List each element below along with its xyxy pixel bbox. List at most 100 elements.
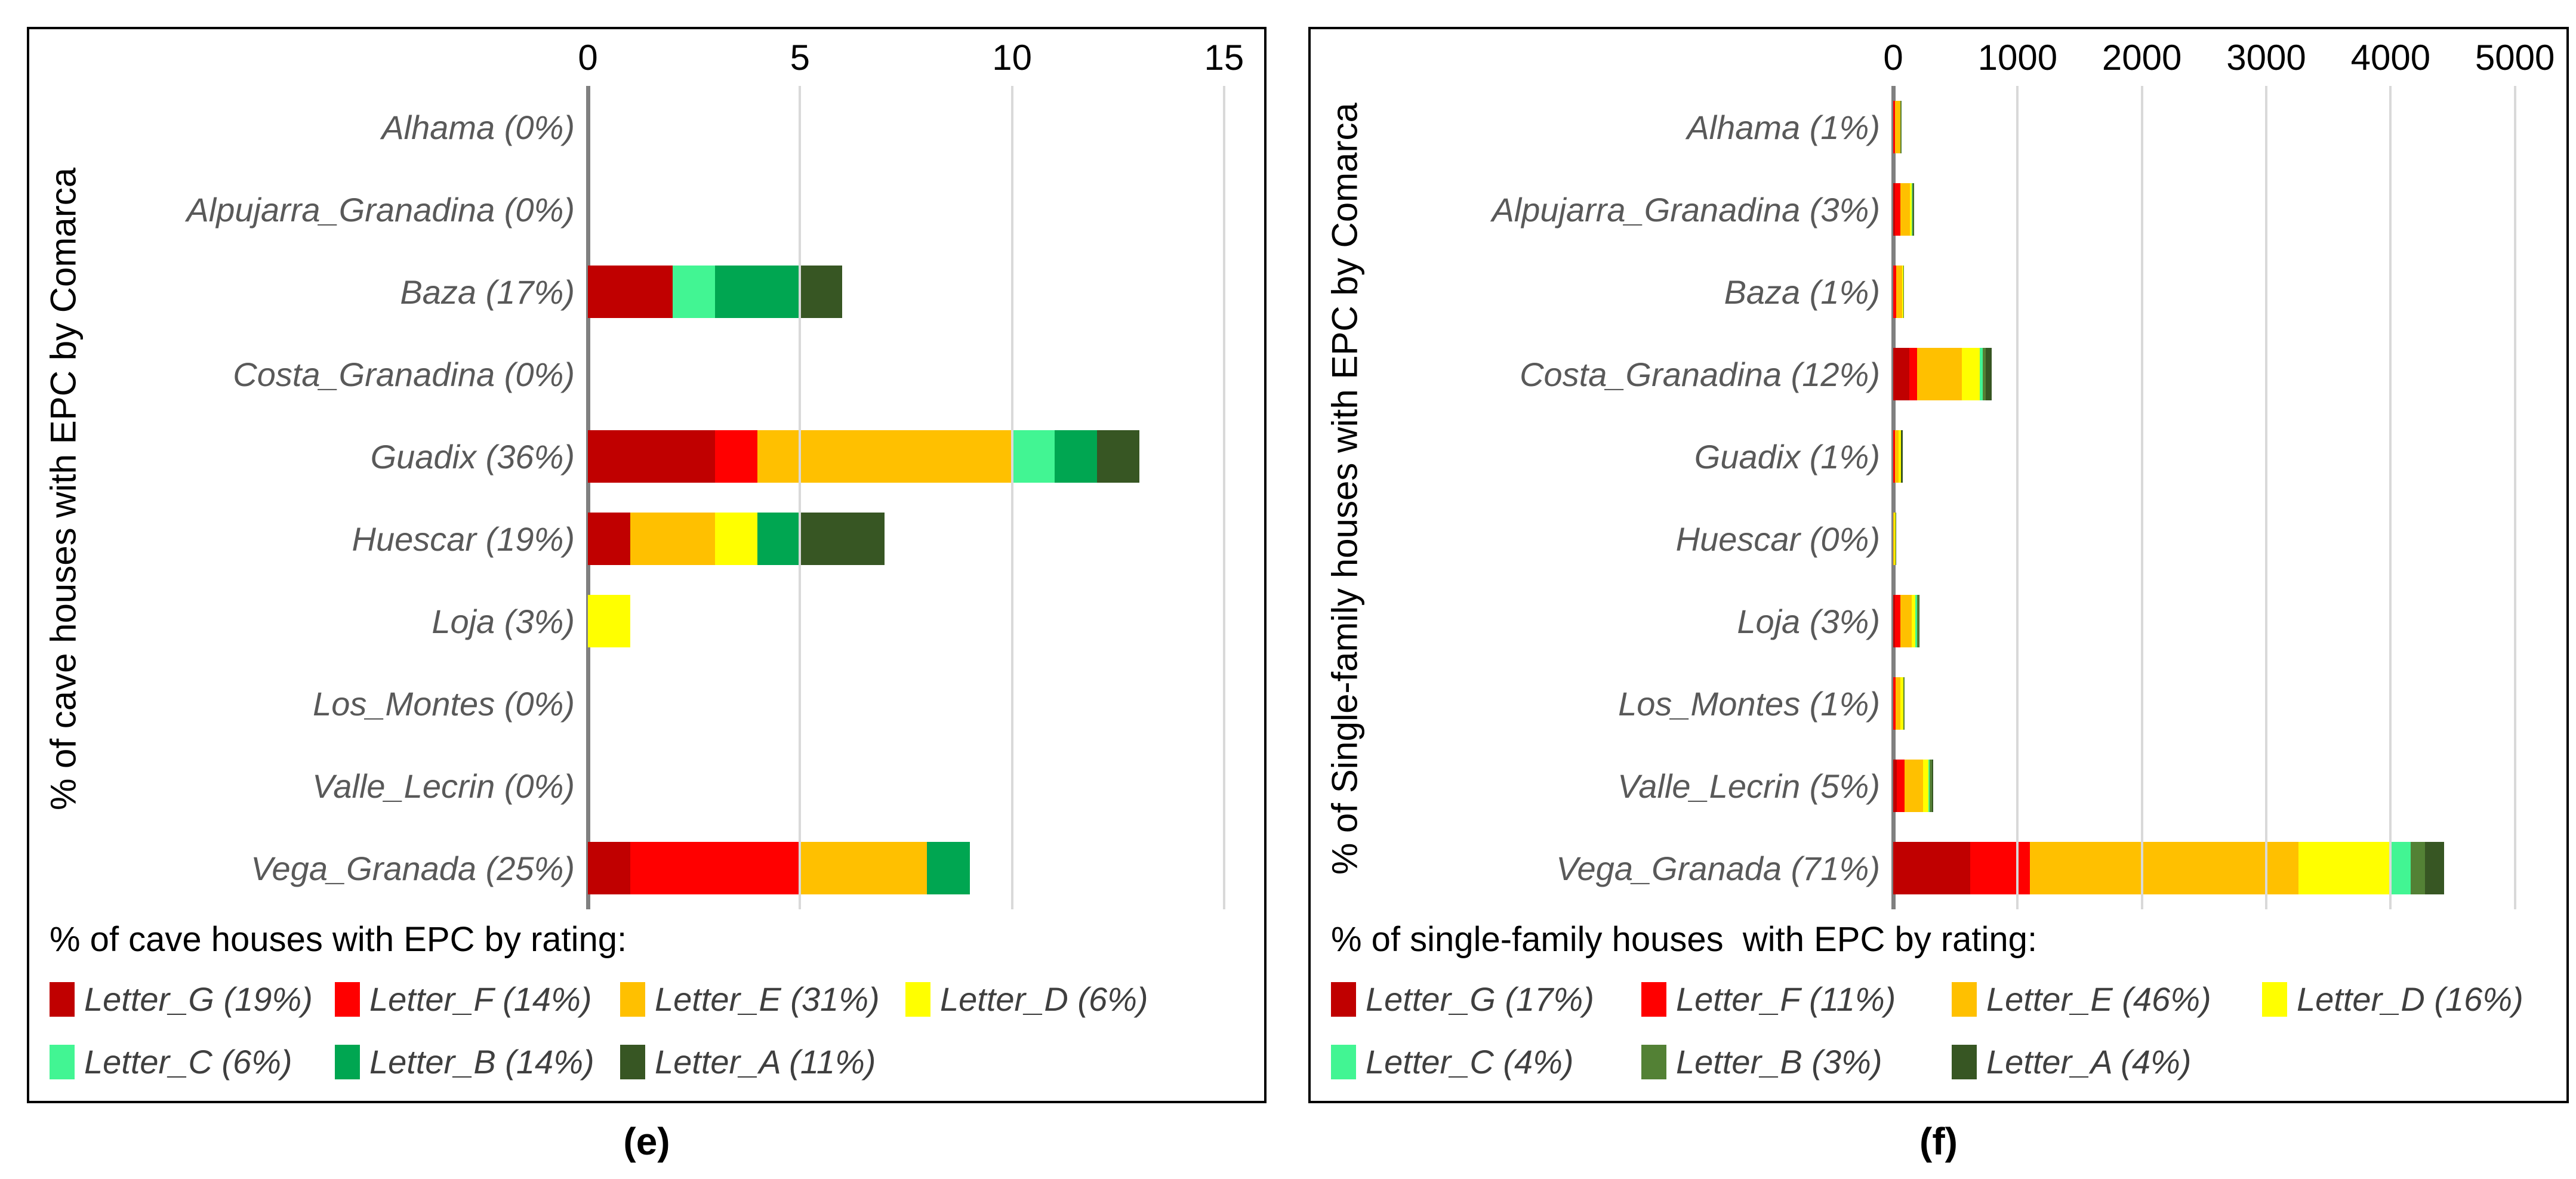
- bar-segment-letter_e: [1895, 430, 1899, 483]
- legend-swatch-letter_g: [1331, 982, 1356, 1017]
- category-label: Valle_Lecrin (0%): [312, 767, 575, 805]
- legend-item-letter_e: Letter_E (46%): [1952, 980, 2262, 1018]
- bar-segment-letter_f: [1895, 595, 1901, 647]
- gridline-x-15: [1222, 86, 1225, 909]
- legend-item-letter_g: Letter_G (19%): [50, 980, 335, 1018]
- bar-segment-letter_d: [1910, 183, 1912, 236]
- bar-segment-letter_b: [1903, 677, 1905, 730]
- bar-segment-letter_d: [1899, 430, 1901, 483]
- category-label: Loja (3%): [1737, 602, 1880, 640]
- bar-segment-letter_e: [1896, 266, 1902, 318]
- legend-swatch-letter_c: [1331, 1044, 1356, 1079]
- bar-segment-letter_g: [588, 513, 631, 565]
- x-tick-label-0: 0: [1883, 38, 1903, 78]
- category-label: Los_Montes (1%): [1618, 684, 1880, 723]
- legend-item-letter_b: Letter_B (3%): [1641, 1042, 1952, 1081]
- bar-segment-letter_d: [588, 595, 631, 647]
- bar-row: [1893, 415, 2550, 498]
- bar-segment-letter_b: [1900, 101, 1902, 153]
- bar-segment-letter_c: [1928, 760, 1930, 812]
- bar-segment-letter_e: [800, 842, 928, 894]
- legend-row-2: Letter_C (6%) Letter_B (14%) Letter_A (11%…: [50, 1042, 1252, 1081]
- bar-segment-letter_d: [1961, 348, 1980, 400]
- stacked-bar: [1893, 266, 2550, 318]
- bar-segment-letter_a: [1931, 760, 1933, 812]
- bar-row: [588, 498, 1247, 580]
- gridline-x-10: [1010, 86, 1013, 909]
- chart-panel-cave-houses: % of cave houses with EPC by Comarca 0 5 1…: [27, 27, 1267, 1103]
- category-label: Valle_Lecrin (5%): [1617, 767, 1880, 805]
- stacked-bar: [588, 513, 1247, 565]
- bar-segment-letter_g: [588, 266, 673, 318]
- bar-segment-letter_c: [1915, 595, 1917, 647]
- legend-label: Letter_F (11%): [1676, 980, 1896, 1018]
- bar-segment-letter_e: [1900, 595, 1912, 647]
- x-tick-label-15: 15: [1204, 38, 1244, 78]
- category-label: Baza (17%): [400, 273, 575, 311]
- bar-segment-letter_b: [1982, 348, 1986, 400]
- zero-axis-line: [586, 86, 590, 909]
- stacked-bar: [588, 677, 1247, 730]
- legend-label: Letter_G (19%): [84, 980, 313, 1018]
- category-label: Baza (1%): [1724, 273, 1880, 311]
- stacked-bar: [1893, 430, 2550, 483]
- category-label: Alhama (0%): [381, 108, 575, 146]
- stacked-bar: [1893, 760, 2550, 812]
- bar-row: [588, 86, 1247, 168]
- legend-item-letter_b: Letter_B (14%): [335, 1042, 620, 1081]
- legend-item-letter_a: Letter_A (11%): [620, 1042, 905, 1081]
- legend-label: Letter_D (6%): [940, 980, 1148, 1018]
- stacked-bar: [1893, 348, 2550, 400]
- legend-label: Letter_A (11%): [655, 1043, 876, 1081]
- category-label: Costa_Granadina (12%): [1520, 355, 1880, 393]
- bar-segment-letter_a: [1900, 430, 1903, 483]
- gridline-x-2000: [2140, 86, 2143, 909]
- x-axis-ticks: 0 5 10 15: [578, 37, 1247, 84]
- bar-segment-letter_e: [1893, 513, 1895, 565]
- bar-segment-letter_e: [1900, 183, 1911, 236]
- bar-segment-letter_e: [757, 430, 1012, 483]
- gridline-x-3000: [2265, 86, 2267, 909]
- bar-segment-letter_c: [2392, 842, 2411, 894]
- legend-swatch-letter_d: [2262, 982, 2287, 1017]
- bar-segment-letter_b: [1916, 595, 1919, 647]
- legend-swatch-letter_a: [620, 1044, 645, 1079]
- bar-segment-letter_g: [1893, 760, 1897, 812]
- bar-segment-letter_a: [2424, 842, 2444, 894]
- category-label: Alhama (1%): [1687, 108, 1880, 146]
- bar-segment-letter_f: [1970, 842, 2030, 894]
- bar-row: [588, 333, 1247, 415]
- legend-label: Letter_E (46%): [1986, 980, 2211, 1018]
- subfigure-caption-f: (f): [1919, 1120, 1958, 1163]
- stacked-bar: [588, 595, 1247, 647]
- gridline-x-1000: [2016, 86, 2019, 909]
- bar-segment-letter_g: [1893, 842, 1971, 894]
- bar-segment-letter_g: [1893, 595, 1896, 647]
- category-label: Guadix (1%): [1694, 437, 1880, 476]
- gridline-x-5: [799, 86, 802, 909]
- x-tick-label-0: 0: [578, 38, 598, 78]
- bar-segment-letter_f: [1893, 266, 1897, 318]
- stacked-bar: [588, 430, 1247, 483]
- stacked-bar: [1893, 677, 2550, 730]
- legend-swatch-letter_b: [335, 1044, 360, 1079]
- bar-row: [588, 415, 1247, 498]
- legend-swatch-letter_e: [1952, 982, 1977, 1017]
- bar-segment-letter_b: [715, 266, 800, 318]
- bar-segment-letter_a: [800, 513, 885, 565]
- legend-swatch-letter_f: [1641, 982, 1666, 1017]
- bar-segment-letter_d: [1902, 266, 1903, 318]
- stacked-bar: [588, 760, 1247, 812]
- legend-item-letter_a: Letter_A (4%): [1952, 1042, 2262, 1081]
- bar-rows: [1893, 86, 2550, 909]
- legend-item-letter_c: Letter_C (4%): [1331, 1042, 1641, 1081]
- bar-segment-letter_c: [1979, 348, 1983, 400]
- bar-row: [588, 168, 1247, 251]
- y-axis-title: % of cave houses with EPC by Comarca: [43, 167, 84, 810]
- stacked-bar: [1893, 101, 2550, 153]
- category-label: Guadix (36%): [370, 437, 575, 476]
- bar-segment-letter_d: [715, 513, 758, 565]
- stacked-bar: [1893, 842, 2550, 894]
- bar-segment-letter_f: [715, 430, 758, 483]
